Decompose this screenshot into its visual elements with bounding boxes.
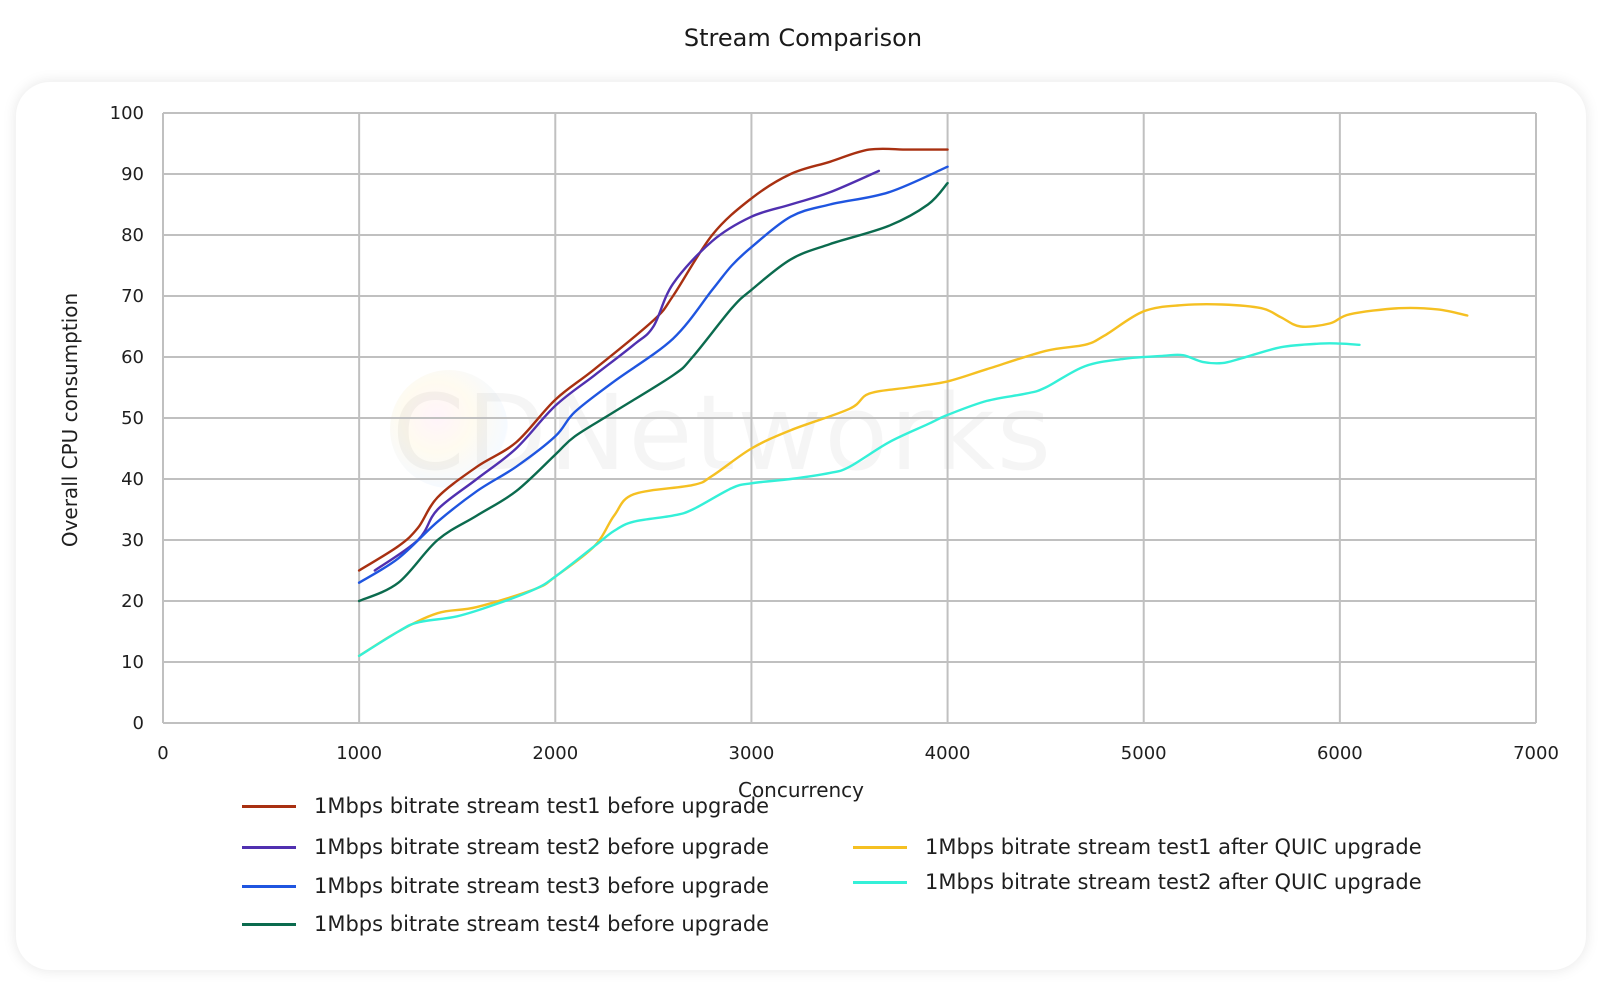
legend-item: 1Mbps bitrate stream test4 before upgrad… — [242, 912, 769, 936]
legend-swatch — [853, 880, 907, 884]
grid — [162, 112, 1537, 724]
series-line-4 — [357, 181, 949, 603]
series-line-6 — [357, 342, 1361, 658]
x-tick-label: 7000 — [1513, 743, 1559, 764]
series-line-1 — [357, 147, 949, 572]
legend-item: 1Mbps bitrate stream test2 after QUIC up… — [853, 870, 1422, 894]
legend-label: 1Mbps bitrate stream test1 after QUIC up… — [925, 835, 1422, 859]
legend-item: 1Mbps bitrate stream test1 after QUIC up… — [853, 835, 1422, 859]
x-tick-label: 6000 — [1317, 743, 1363, 764]
legend-label: 1Mbps bitrate stream test3 before upgrad… — [314, 874, 770, 898]
y-tick-label: 60 — [121, 347, 144, 368]
y-tick-label: 90 — [121, 164, 144, 185]
legend-swatch — [242, 845, 296, 849]
y-tick-label: 10 — [121, 652, 144, 673]
x-tick-label: 1000 — [336, 743, 382, 764]
y-tick-label: 40 — [121, 469, 144, 490]
x-tick-label: 4000 — [925, 743, 971, 764]
y-tick-label: 30 — [121, 530, 144, 551]
x-tick-label: 3000 — [729, 743, 775, 764]
chart-card — [16, 82, 1586, 970]
x-tick-label: 2000 — [532, 743, 578, 764]
legend-label: 1Mbps bitrate stream test2 after QUIC up… — [925, 870, 1422, 894]
legend-swatch — [242, 804, 296, 808]
legend-label: 1Mbps bitrate stream test1 before upgrad… — [314, 794, 770, 818]
legend-item: 1Mbps bitrate stream test2 before upgrad… — [242, 835, 769, 859]
y-tick-label: 100 — [110, 103, 144, 124]
legend-swatch — [242, 884, 296, 888]
y-tick-label: 0 — [133, 713, 144, 734]
watermark-logo — [390, 370, 508, 488]
legend-swatch — [242, 922, 296, 926]
y-axis-label: Overall CPU consumption — [58, 293, 82, 547]
y-tick-labels: 0 10 20 30 40 50 60 70 80 90 100 — [110, 103, 144, 734]
x-tick-label: 5000 — [1121, 743, 1167, 764]
legend-swatch — [853, 845, 907, 849]
series-line-2 — [373, 169, 881, 572]
x-tick-labels: 0 1000 2000 3000 4000 5000 6000 7000 — [157, 743, 1559, 764]
y-tick-label: 70 — [121, 286, 144, 307]
x-axis-label: Concurrency — [738, 778, 864, 802]
legend-item: 1Mbps bitrate stream test1 before upgrad… — [242, 794, 769, 818]
y-tick-label: 50 — [121, 408, 144, 429]
chart-title: Stream Comparison — [683, 24, 923, 52]
x-tick-label: 0 — [157, 743, 168, 764]
y-tick-label: 80 — [121, 225, 144, 246]
series-line-3 — [357, 165, 949, 584]
series-lines — [357, 147, 1469, 658]
legend-label: 1Mbps bitrate stream test4 before upgrad… — [314, 912, 770, 936]
legend-label: 1Mbps bitrate stream test2 before upgrad… — [314, 835, 770, 859]
y-tick-label: 20 — [121, 591, 144, 612]
legend-item: 1Mbps bitrate stream test3 before upgrad… — [242, 874, 769, 898]
